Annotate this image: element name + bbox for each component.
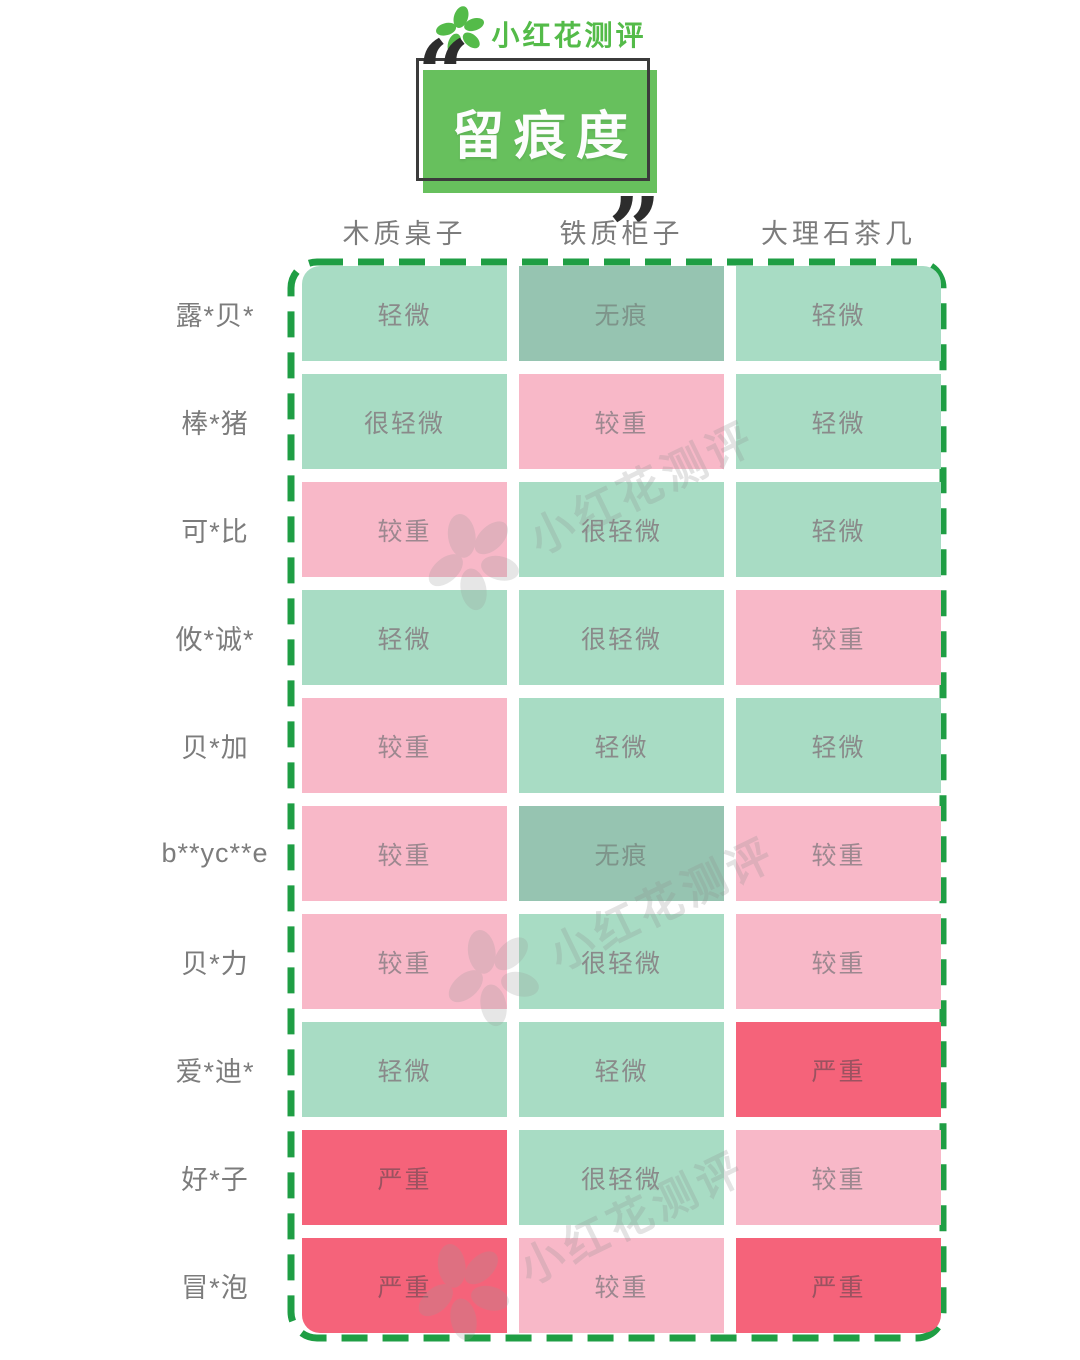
flower-icon [433, 4, 489, 60]
grade-cell: 较重 [302, 482, 507, 577]
column-header-iron-cabinet: 铁质柜子 [559, 219, 684, 249]
grade-cell: 无痕 [519, 266, 724, 361]
table-row: b**yc**e 较重 无痕 较重 [140, 806, 941, 901]
grade-cell: 轻微 [302, 1022, 507, 1117]
header-spacer [140, 212, 290, 251]
open-quote-icon: “ [417, 20, 470, 128]
grade-cell: 较重 [519, 374, 724, 469]
brand-logo: 小红花测评 [0, 4, 1080, 60]
row-label-product: 攸*诚* [175, 625, 255, 655]
title-box: “ 留痕度 ” [416, 28, 661, 277]
grade-cell: 较重 [736, 914, 941, 1009]
table-body: 露*贝* 轻微 无痕 轻微 棒*猪 很轻微 较重 轻微 可*比 较重 很轻微 轻微 攸*诚* 轻微 很轻微较… [140, 266, 941, 1333]
grade-cell: 轻微 [736, 482, 941, 577]
grade-cell: 轻微 [519, 698, 724, 793]
row-label-product: 棒*猪 [181, 409, 249, 439]
row-label-product: 好*子 [181, 1165, 249, 1195]
grade-cell: 很轻微 [519, 590, 724, 685]
table-row: 爱*迪* 轻微 轻微 严重 [140, 1022, 941, 1117]
grade-cell: 轻微 [736, 266, 941, 361]
grade-cell: 较重 [519, 1238, 724, 1333]
table-row: 攸*诚* 轻微 很轻微 较重 [140, 590, 941, 685]
row-label-product: 露*贝* [175, 301, 255, 331]
grade-cell: 严重 [736, 1022, 941, 1117]
brand-name: 小红花测评 [491, 20, 647, 51]
page-title: 留痕度 [451, 108, 638, 166]
grade-cell: 轻微 [736, 698, 941, 793]
grade-cell: 轻微 [519, 1022, 724, 1117]
row-label-product: 贝*加 [181, 733, 249, 763]
row-label-product: 爱*迪* [175, 1057, 255, 1087]
column-headers: 木质桌子 铁质柜子 大理石茶几 [140, 212, 941, 251]
grade-cell: 较重 [302, 914, 507, 1009]
grade-cell: 严重 [736, 1238, 941, 1333]
row-label-product: b**yc**e [161, 838, 269, 868]
grade-cell: 较重 [736, 590, 941, 685]
grade-cell: 很轻微 [302, 374, 507, 469]
table-row: 贝*加 较重 轻微 轻微 [140, 698, 941, 793]
grade-cell: 轻微 [302, 590, 507, 685]
column-header-marble-tea-table: 大理石茶几 [761, 219, 916, 249]
grade-cell: 较重 [736, 1130, 941, 1225]
table-row: 棒*猪 很轻微 较重 轻微 [140, 374, 941, 469]
grade-cell: 严重 [302, 1130, 507, 1225]
table-row: 露*贝* 轻微 无痕 轻微 [140, 266, 941, 361]
table-row: 好*子 严重 很轻微 较重 [140, 1130, 941, 1225]
table-row: 可*比 较重 很轻微 轻微 [140, 482, 941, 577]
column-header-wood-table: 木质桌子 [342, 219, 467, 249]
grade-cell: 轻微 [302, 266, 507, 361]
grade-cell: 严重 [302, 1238, 507, 1333]
grade-cell: 较重 [302, 698, 507, 793]
grade-cell: 无痕 [519, 806, 724, 901]
grade-cell: 很轻微 [519, 1130, 724, 1225]
row-label-product: 贝*力 [181, 949, 249, 979]
row-label-product: 冒*泡 [181, 1273, 249, 1303]
grade-cell: 较重 [302, 806, 507, 901]
row-label-product: 可*比 [181, 517, 249, 547]
grade-cell: 轻微 [736, 374, 941, 469]
table-row: 贝*力 较重 很轻微 较重 [140, 914, 941, 1009]
grade-cell: 很轻微 [519, 914, 724, 1009]
grade-cell: 很轻微 [519, 482, 724, 577]
grade-cell: 较重 [736, 806, 941, 901]
table-row: 冒*泡 严重 较重 严重 [140, 1238, 941, 1333]
